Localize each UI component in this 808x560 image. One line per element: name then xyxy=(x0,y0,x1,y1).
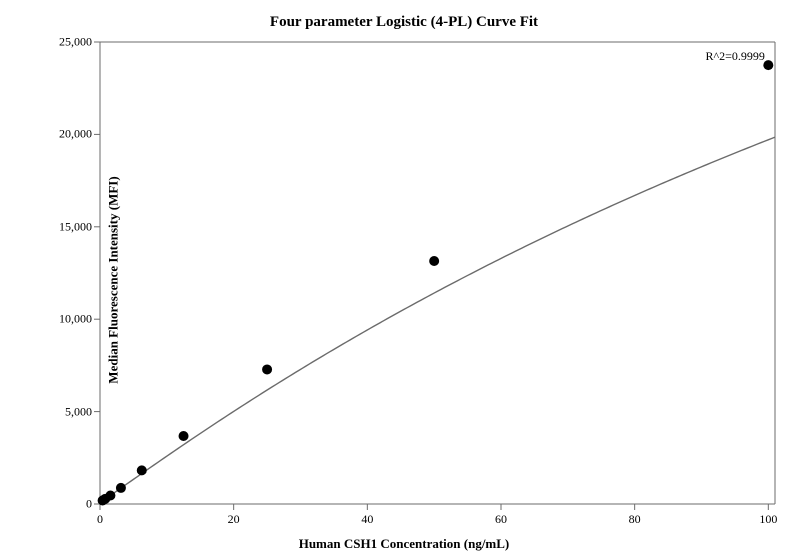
y-tick-label: 20,000 xyxy=(50,127,92,142)
y-tick-label: 0 xyxy=(50,497,92,512)
x-tick-label: 60 xyxy=(495,512,507,527)
chart-title: Four parameter Logistic (4-PL) Curve Fit xyxy=(0,14,808,31)
y-tick-label: 15,000 xyxy=(50,219,92,234)
x-tick-label: 100 xyxy=(759,512,777,527)
x-tick-label: 80 xyxy=(629,512,641,527)
y-tick-label: 25,000 xyxy=(50,35,92,50)
x-tick-label: 40 xyxy=(361,512,373,527)
plot-svg xyxy=(100,42,775,504)
r-squared-annotation: R^2=0.9999 xyxy=(705,49,764,64)
chart-container: Four parameter Logistic (4-PL) Curve Fit… xyxy=(0,0,808,560)
x-tick-label: 0 xyxy=(97,512,103,527)
y-tick-label: 10,000 xyxy=(50,312,92,327)
y-tick-label: 5,000 xyxy=(50,404,92,419)
x-tick-label: 20 xyxy=(228,512,240,527)
x-axis-label: Human CSH1 Concentration (ng/mL) xyxy=(0,536,808,552)
